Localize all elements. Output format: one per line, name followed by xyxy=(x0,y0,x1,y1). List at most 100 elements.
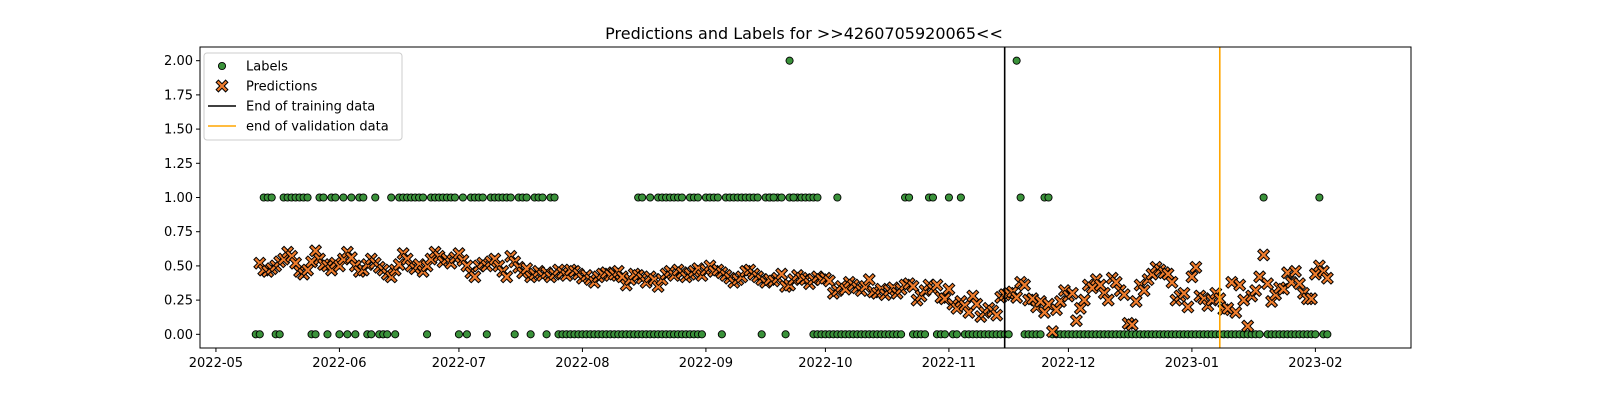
prediction-point xyxy=(1117,288,1131,302)
y-tick-label: 1.25 xyxy=(164,157,193,172)
prediction-marker-fill xyxy=(346,252,357,263)
label-point xyxy=(526,330,535,339)
prediction-point xyxy=(1185,270,1199,284)
label-point xyxy=(956,193,965,202)
label-point xyxy=(1012,56,1021,65)
prediction-point xyxy=(1225,275,1239,289)
label-point xyxy=(367,330,376,339)
prediction-marker-fill xyxy=(1079,294,1090,306)
label-point xyxy=(391,330,400,339)
prediction-point xyxy=(1085,281,1099,295)
label-point xyxy=(335,330,344,339)
y-tick-label: 1.75 xyxy=(164,88,193,103)
prediction-point xyxy=(1109,275,1123,289)
prediction-marker-fill xyxy=(1262,278,1273,289)
prediction-marker-fill xyxy=(1075,303,1086,314)
label-point xyxy=(813,193,822,202)
prediction-point xyxy=(1292,277,1307,291)
prediction-marker-fill xyxy=(1095,279,1106,291)
label-point xyxy=(482,330,491,339)
label-point xyxy=(1315,193,1324,202)
plot-area xyxy=(251,56,1334,339)
prediction-point xyxy=(862,273,876,287)
prediction-point xyxy=(906,279,920,294)
label-point xyxy=(323,330,332,339)
prediction-point xyxy=(468,270,482,284)
prediction-marker-fill xyxy=(776,268,787,280)
label-point xyxy=(785,56,794,65)
prediction-point xyxy=(1181,300,1195,314)
prediction-point xyxy=(942,282,956,296)
prediction-marker-fill xyxy=(1130,296,1142,307)
label-point xyxy=(717,330,726,339)
label-point xyxy=(454,330,463,339)
legend-box xyxy=(203,52,403,141)
prediction-marker-fill xyxy=(1238,294,1249,306)
prediction-marker-fill xyxy=(1258,249,1269,261)
prediction-marker-fill xyxy=(1067,288,1078,299)
prediction-point xyxy=(1025,292,1040,306)
prediction-marker-fill xyxy=(1310,268,1321,280)
prediction-marker-fill xyxy=(1103,294,1114,306)
x-tick-label: 2023-01 xyxy=(1165,356,1219,371)
prediction-point xyxy=(1257,248,1271,262)
legend-label-training: End of training data xyxy=(246,100,375,115)
label-point xyxy=(789,193,798,202)
prediction-marker-fill xyxy=(824,275,835,287)
legend: Labels Predictions End of training data end… xyxy=(203,52,403,141)
legend-label-labels: Labels xyxy=(246,60,288,75)
label-point xyxy=(833,193,842,202)
legend-marker-predictions xyxy=(216,80,228,92)
prediction-marker-fill xyxy=(1190,262,1202,273)
x-tick-label: 2022-08 xyxy=(555,356,609,371)
label-point xyxy=(371,193,380,202)
prediction-point xyxy=(300,263,315,277)
label-point xyxy=(952,330,961,339)
prediction-marker-fill xyxy=(1138,285,1150,296)
prediction-point xyxy=(1069,314,1083,328)
prediction-point xyxy=(1237,293,1251,307)
x-tick-label: 2022-11 xyxy=(922,356,976,371)
prediction-point xyxy=(1233,278,1247,292)
prediction-point xyxy=(1304,292,1318,306)
label-point xyxy=(905,193,914,202)
label-point xyxy=(897,330,906,339)
label-point xyxy=(450,193,459,202)
label-point xyxy=(1323,330,1332,339)
prediction-marker-fill xyxy=(931,279,943,291)
prediction-point xyxy=(1221,301,1235,315)
label-point xyxy=(646,193,655,202)
label-point xyxy=(383,330,392,339)
x-tick-label: 2022-05 xyxy=(189,356,243,371)
prediction-point xyxy=(1101,293,1115,307)
prediction-marker-fill xyxy=(1027,293,1038,304)
prediction-marker-fill xyxy=(1011,292,1022,303)
prediction-point xyxy=(1261,277,1275,291)
label-point xyxy=(713,193,722,202)
label-point xyxy=(753,193,762,202)
prediction-marker-fill xyxy=(310,245,321,257)
prediction-marker-fill xyxy=(971,299,982,310)
label-point xyxy=(510,330,519,339)
label-point xyxy=(928,193,938,202)
label-point xyxy=(1016,193,1025,202)
prediction-point xyxy=(1161,267,1175,281)
label-point xyxy=(757,330,766,339)
prediction-point xyxy=(1165,275,1179,289)
label-point xyxy=(769,193,778,202)
prediction-marker-fill xyxy=(1178,288,1190,299)
label-point xyxy=(1044,193,1053,202)
prediction-point xyxy=(1308,267,1322,281)
axes: 0.00 0.25 0.50 0.75 1.00 1.25 1.50 1.75 2.00 2022… xyxy=(164,46,1412,371)
prediction-marker-fill xyxy=(1290,266,1301,277)
prediction-marker-fill xyxy=(1119,289,1130,300)
x-tick-label: 2022-06 xyxy=(312,356,366,371)
prediction-point xyxy=(304,255,319,269)
label-point xyxy=(275,330,284,339)
prediction-point xyxy=(308,244,323,258)
prediction-marker-fill xyxy=(963,307,974,318)
prediction-marker-fill xyxy=(302,264,313,276)
prediction-marker-fill xyxy=(1047,326,1058,337)
prediction-marker-fill xyxy=(1226,277,1237,288)
label-point xyxy=(462,330,471,339)
